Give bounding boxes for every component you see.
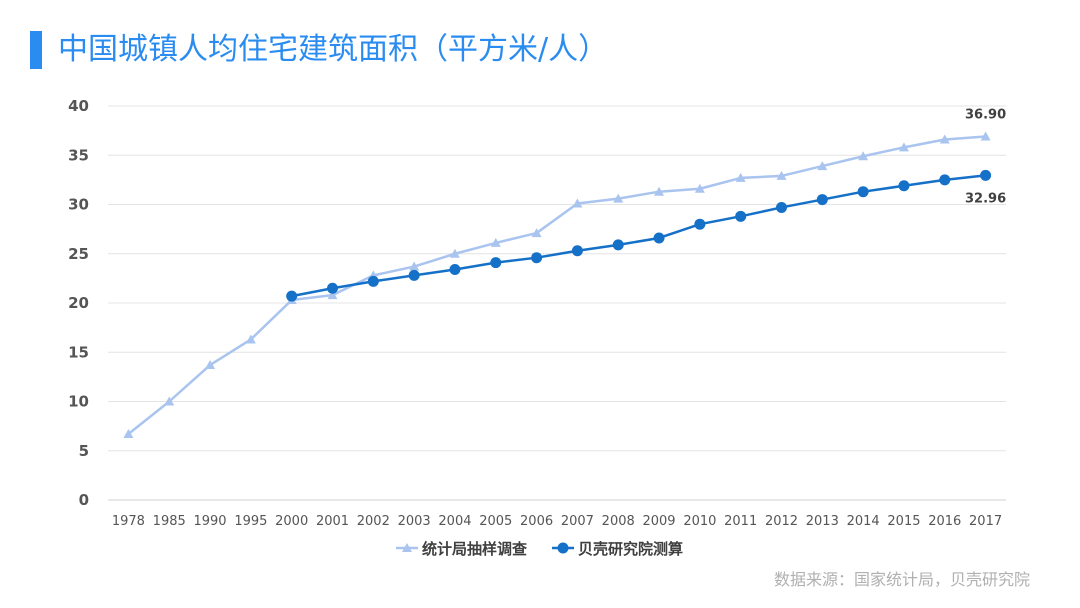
data-point-triangle bbox=[572, 198, 583, 208]
data-point-circle bbox=[571, 245, 583, 257]
data-point-circle bbox=[939, 174, 951, 186]
x-tick-label: 2015 bbox=[887, 514, 920, 529]
x-tick-label: 2014 bbox=[847, 514, 880, 529]
y-tick-label: 10 bbox=[68, 393, 89, 411]
x-tick-label: 2010 bbox=[683, 514, 716, 529]
data-point-triangle bbox=[735, 172, 746, 182]
data-point-triangle bbox=[858, 151, 869, 161]
x-tick-label: 2011 bbox=[724, 514, 757, 529]
y-tick-label: 20 bbox=[68, 294, 89, 312]
page-title: 中国城镇人均住宅建筑面积（平方米/人） bbox=[58, 32, 609, 67]
data-point-circle bbox=[816, 194, 828, 206]
y-tick-label: 30 bbox=[68, 196, 89, 214]
x-tick-label: 2017 bbox=[969, 514, 1002, 529]
x-tick-label: 2004 bbox=[438, 514, 471, 529]
data-point-circle bbox=[612, 239, 624, 251]
data-point-triangle bbox=[327, 290, 338, 300]
data-point-triangle bbox=[613, 193, 624, 203]
data-point-circle bbox=[694, 218, 706, 230]
x-tick-label: 2002 bbox=[357, 514, 390, 529]
legend-label: 贝壳研究院测算 bbox=[578, 540, 683, 558]
data-point-triangle bbox=[817, 161, 828, 171]
x-tick-label: 2009 bbox=[642, 514, 675, 529]
data-point-triangle bbox=[449, 248, 460, 258]
x-tick-label: 1995 bbox=[234, 514, 267, 529]
data-point-triangle bbox=[694, 183, 705, 193]
data-point-circle bbox=[449, 264, 461, 276]
series-line bbox=[127, 135, 986, 435]
y-tick-label: 5 bbox=[79, 442, 89, 460]
y-tick-label: 35 bbox=[68, 146, 89, 164]
source-note: 数据来源：国家统计局，贝壳研究院 bbox=[773, 570, 1030, 589]
x-tick-label: 2008 bbox=[602, 514, 635, 529]
data-point-triangle bbox=[490, 237, 501, 247]
data-point-triangle bbox=[164, 396, 175, 406]
x-tick-label: 2007 bbox=[561, 514, 594, 529]
data-label: 36.90 bbox=[965, 108, 1006, 123]
x-tick-label: 2006 bbox=[520, 514, 553, 529]
x-tick-label: 2000 bbox=[275, 514, 308, 529]
data-label: 32.96 bbox=[965, 191, 1006, 206]
data-point-circle bbox=[367, 275, 379, 287]
legend-marker-triangle bbox=[402, 543, 412, 552]
data-point-circle bbox=[653, 232, 665, 244]
x-tick-label: 2005 bbox=[479, 514, 512, 529]
data-point-triangle bbox=[898, 142, 909, 152]
y-tick-label: 15 bbox=[68, 343, 89, 361]
data-point-circle bbox=[327, 282, 338, 294]
y-tick-label: 25 bbox=[68, 245, 89, 263]
data-point-triangle bbox=[939, 134, 950, 144]
data-point-circle bbox=[980, 169, 992, 181]
series-line bbox=[291, 174, 986, 298]
legend-marker-circle bbox=[557, 542, 569, 554]
x-tick-label: 1990 bbox=[193, 514, 226, 529]
y-tick-label: 0 bbox=[79, 491, 89, 509]
x-tick-label: 2012 bbox=[765, 514, 798, 529]
x-tick-label: 1985 bbox=[153, 514, 186, 529]
data-point-triangle bbox=[205, 360, 216, 370]
data-point-triangle bbox=[980, 131, 991, 141]
data-point-triangle bbox=[123, 429, 134, 439]
data-point-triangle bbox=[776, 170, 787, 180]
legend-label: 统计局抽样调查 bbox=[422, 540, 528, 558]
title-accent-bar bbox=[30, 31, 42, 69]
data-point-triangle bbox=[531, 228, 542, 238]
data-point-circle bbox=[776, 201, 787, 213]
x-tick-label: 2001 bbox=[316, 514, 349, 529]
data-point-circle bbox=[857, 186, 869, 198]
x-tick-label: 2003 bbox=[398, 514, 431, 529]
x-tick-label: 1978 bbox=[112, 514, 145, 529]
data-point-circle bbox=[490, 257, 502, 269]
data-point-circle bbox=[408, 269, 420, 281]
data-point-circle bbox=[898, 180, 910, 192]
data-point-circle bbox=[735, 210, 747, 222]
data-point-triangle bbox=[409, 261, 420, 271]
x-tick-label: 2016 bbox=[928, 514, 961, 529]
y-tick-label: 40 bbox=[68, 97, 89, 115]
data-point-triangle bbox=[654, 186, 665, 196]
data-point-triangle bbox=[245, 334, 256, 344]
data-point-circle bbox=[286, 290, 298, 302]
data-point-circle bbox=[531, 252, 543, 264]
x-tick-label: 2013 bbox=[806, 514, 839, 529]
